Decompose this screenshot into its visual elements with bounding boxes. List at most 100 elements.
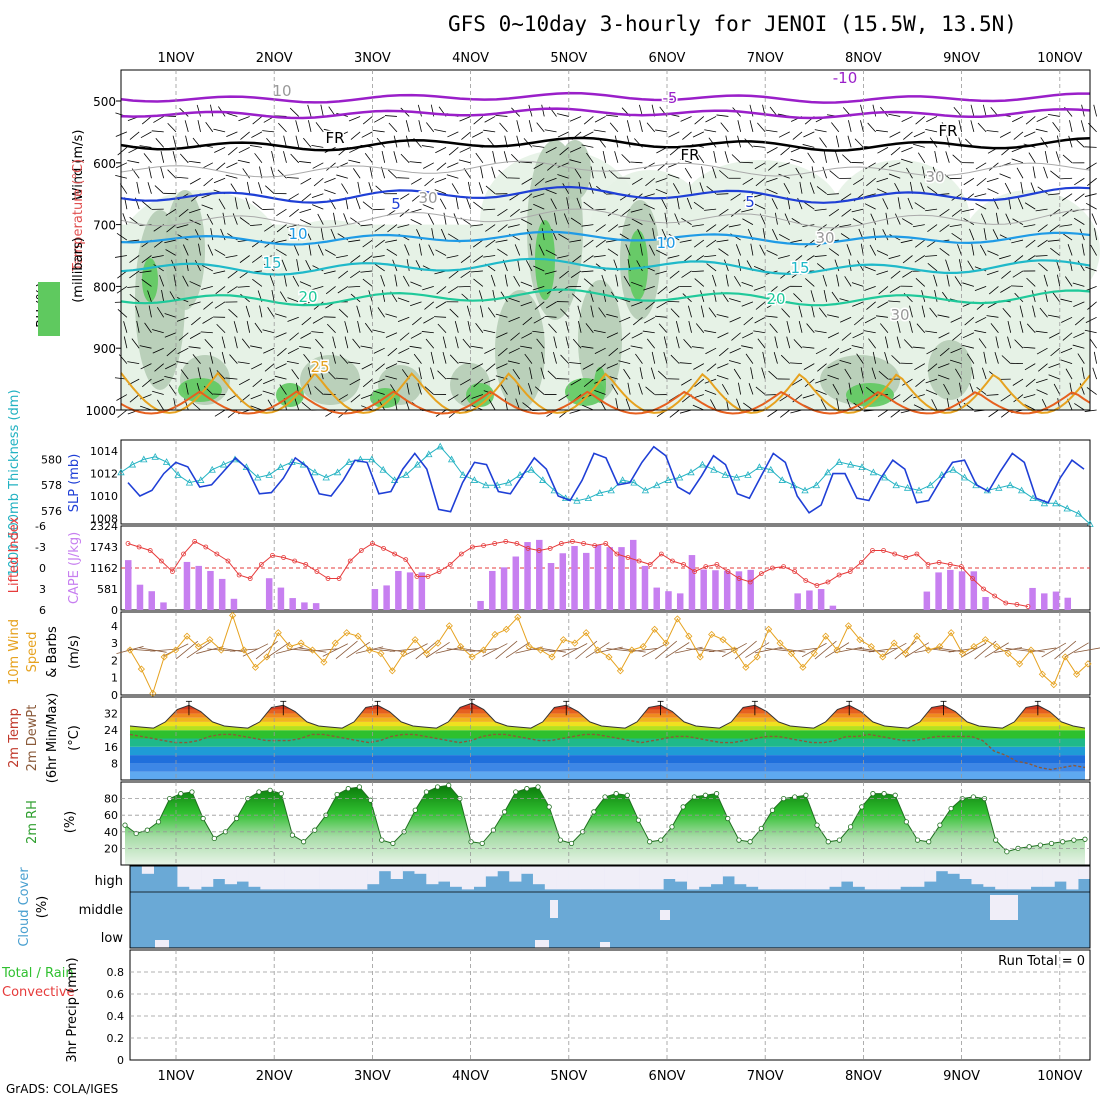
wind-barb xyxy=(572,338,582,349)
wind-barb xyxy=(655,188,668,195)
thickness-point xyxy=(539,476,547,483)
wind-barb xyxy=(454,321,459,333)
wind-barb xyxy=(927,224,938,233)
wind-barb xyxy=(449,308,459,318)
li-point xyxy=(381,546,386,551)
wind-barb xyxy=(473,116,484,125)
wind-barb xyxy=(436,162,447,171)
temp-line xyxy=(129,702,1086,729)
ylabel-rh2m-units: (%) xyxy=(63,811,78,834)
wind-barb xyxy=(937,363,950,369)
wind-barb xyxy=(375,363,385,372)
contour-30 xyxy=(120,390,1091,415)
wind-barb xyxy=(545,189,557,195)
wind-barb xyxy=(296,259,300,272)
wind-barb xyxy=(829,347,840,357)
wind-barb xyxy=(966,353,975,364)
wind-barb xyxy=(827,332,840,339)
wind-barb xyxy=(299,208,312,214)
wind-barb xyxy=(510,332,520,341)
ylabel-temp2m: 2m Temp xyxy=(7,708,22,768)
wind-barb xyxy=(1037,224,1048,233)
wind-barb xyxy=(534,386,545,395)
wind-barb xyxy=(139,270,152,273)
wind-barb xyxy=(264,263,275,272)
wind-barb xyxy=(374,224,385,232)
wind10-barb xyxy=(881,642,907,658)
wind-barb xyxy=(578,320,582,333)
wind-barb xyxy=(655,315,668,318)
wind-barb xyxy=(921,305,926,318)
wind-barb xyxy=(565,336,570,349)
thickness-point xyxy=(584,494,593,502)
wind-barb xyxy=(507,360,520,365)
cloud-high-clear xyxy=(841,866,854,882)
wind-barb xyxy=(320,228,324,241)
wind-barb xyxy=(216,323,226,334)
wind-barb xyxy=(509,193,520,201)
wind-barb xyxy=(718,224,729,233)
thickness-point xyxy=(903,483,912,491)
cloud-high-clear xyxy=(331,866,344,890)
wind-barb xyxy=(547,370,557,380)
wind-barb xyxy=(238,116,250,122)
wind-barb xyxy=(483,255,496,258)
wind-barb xyxy=(397,360,410,365)
wind-barb xyxy=(277,169,287,179)
cloud-high-clear xyxy=(983,866,996,887)
wind10-point xyxy=(240,646,248,654)
wind-barb xyxy=(1085,266,1097,272)
cape-bar xyxy=(653,587,660,610)
wind-barb xyxy=(214,301,226,309)
li-point xyxy=(736,576,742,581)
thickness-point xyxy=(333,468,342,476)
wind-barb xyxy=(527,382,533,395)
wind-barb xyxy=(172,151,177,163)
wind-barb xyxy=(658,323,668,334)
date-label-bottom: 10NOV xyxy=(1037,1069,1082,1084)
wind-barb xyxy=(545,177,557,183)
wind-barb xyxy=(623,368,631,380)
wind-barb xyxy=(497,224,508,233)
li-point xyxy=(414,574,420,579)
contour-rh-grey xyxy=(120,208,1091,229)
wind-barb xyxy=(385,239,398,243)
wind-barb xyxy=(601,274,607,287)
wind-barb xyxy=(1080,120,1085,133)
wind-barb xyxy=(583,116,594,125)
wind-barb xyxy=(442,336,447,349)
wind-barb xyxy=(252,255,263,263)
wind-barb xyxy=(999,255,1011,260)
wind-barb xyxy=(117,147,128,156)
contour-minus5 xyxy=(120,107,1091,120)
rh-point xyxy=(803,792,809,798)
wind-barb xyxy=(200,331,213,334)
ylabel-millibars: (millibars) xyxy=(71,237,86,303)
rh-point xyxy=(903,819,909,825)
wind-barb xyxy=(832,383,840,395)
wind-barb xyxy=(761,367,766,380)
cloud-high-clear xyxy=(461,866,475,890)
li-point xyxy=(825,579,831,585)
wind-barb xyxy=(264,363,275,372)
wind-barb xyxy=(466,197,471,210)
cape-bar xyxy=(606,547,613,610)
wind-barb xyxy=(177,347,189,355)
wind10-barb xyxy=(665,642,690,658)
wind-barb xyxy=(759,244,766,256)
wind-barb xyxy=(577,305,582,318)
wind10-barb xyxy=(937,647,966,653)
rh-point xyxy=(993,837,999,843)
wind-barb xyxy=(831,122,840,133)
wind-barb xyxy=(541,104,545,117)
wind-barb xyxy=(377,307,386,318)
cloud-high-clear xyxy=(450,866,463,887)
wind-barb xyxy=(317,244,324,256)
wind-barb xyxy=(227,286,238,294)
ylabel-wind: Wind (m/s) xyxy=(71,130,86,201)
wind-barb xyxy=(368,182,373,194)
wind-barb xyxy=(644,162,655,170)
wind-barb xyxy=(417,104,422,117)
thickness-point xyxy=(596,489,604,496)
wind-barb xyxy=(706,224,717,232)
